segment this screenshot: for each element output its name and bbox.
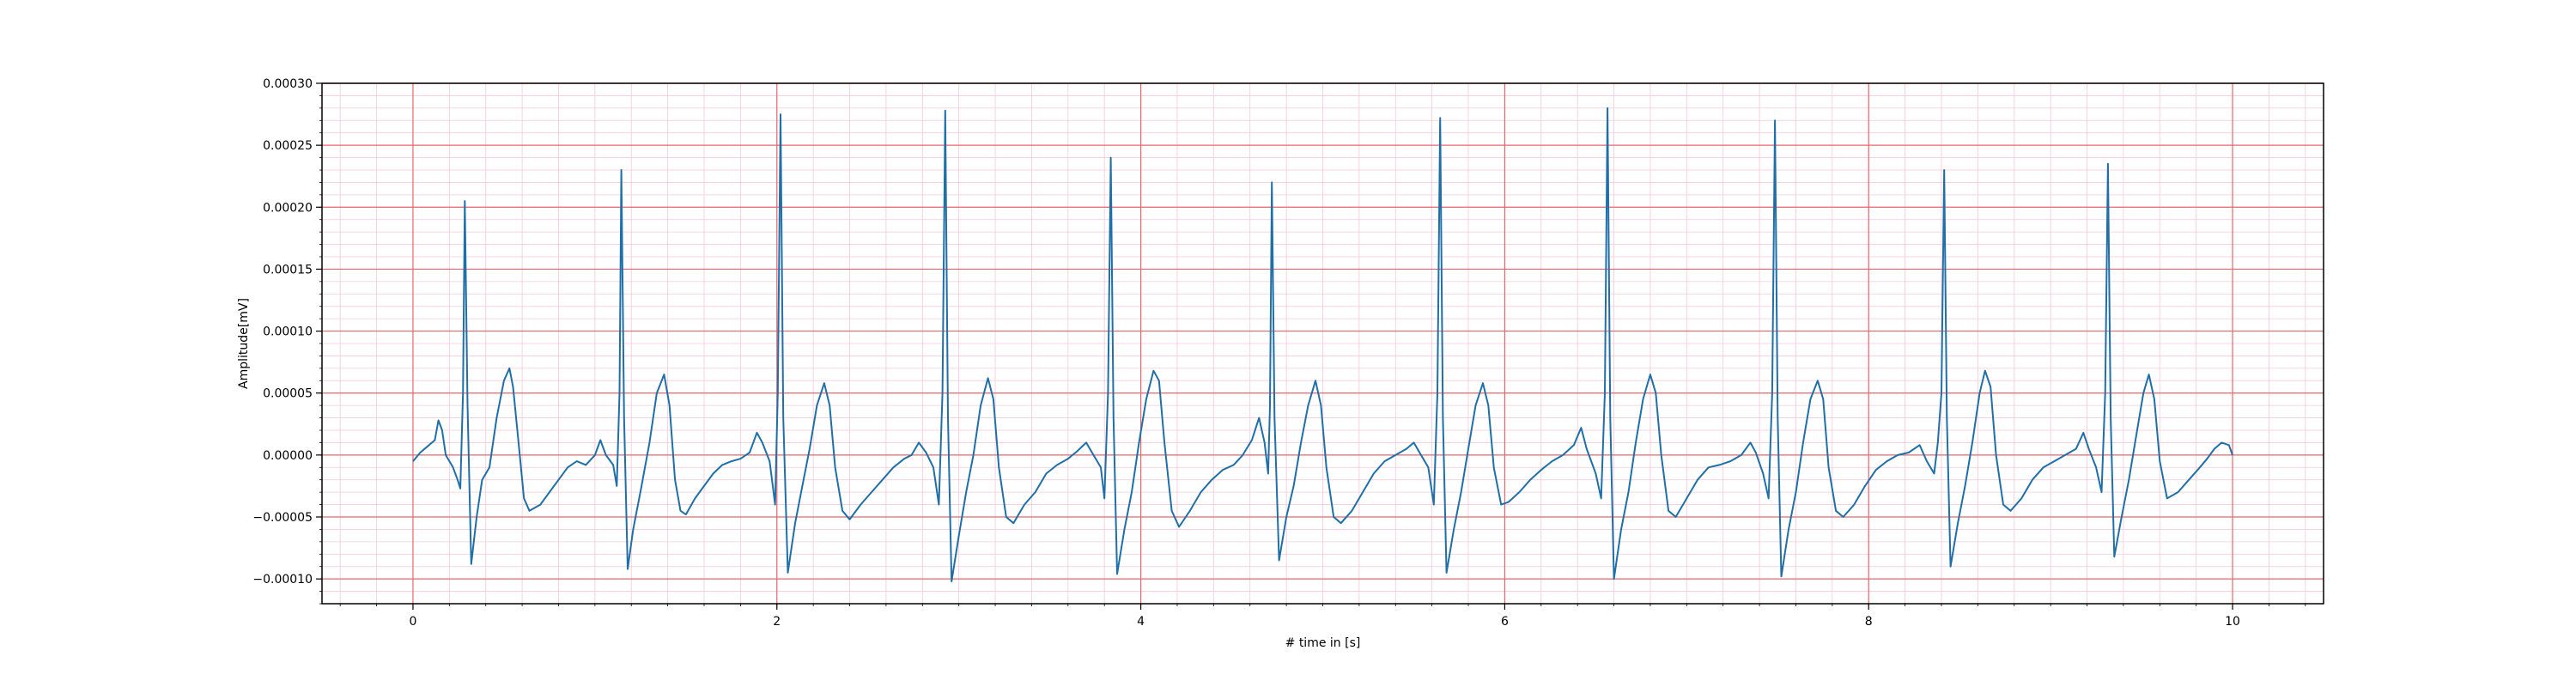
y-tick-label: 0.00020 (263, 201, 313, 215)
x-tick-label: 2 (773, 615, 781, 629)
x-tick-label: 6 (1501, 615, 1509, 629)
x-tick-label: 8 (1865, 615, 1873, 629)
y-axis-ticks: −0.00010 −0.00005 0.00000 0.00005 0.00010 0.0… (252, 77, 322, 605)
y-tick-label: 0.00010 (263, 325, 313, 339)
y-tick-label: −0.00005 (252, 511, 313, 525)
y-tick-label: 0.00005 (263, 387, 313, 401)
x-tick-label: 10 (2225, 615, 2240, 629)
y-tick-label: 0.00025 (263, 139, 313, 153)
minor-grid (322, 82, 2324, 605)
x-axis-label: # time in [s] (1285, 636, 1361, 650)
series-layer (412, 106, 2233, 582)
series-line-0 (412, 106, 2233, 582)
x-axis-ticks: 0 2 4 6 8 10 (339, 604, 2306, 629)
y-tick-label: 0.00015 (263, 263, 313, 277)
x-tick-label: 4 (1137, 615, 1145, 629)
y-tick-label: 0.00030 (263, 77, 313, 91)
y-tick-label: −0.00010 (252, 573, 313, 587)
y-axis-label: Amplitude[mV] (237, 298, 251, 389)
x-tick-label: 0 (409, 615, 416, 629)
y-tick-label: 0.00000 (263, 449, 313, 463)
